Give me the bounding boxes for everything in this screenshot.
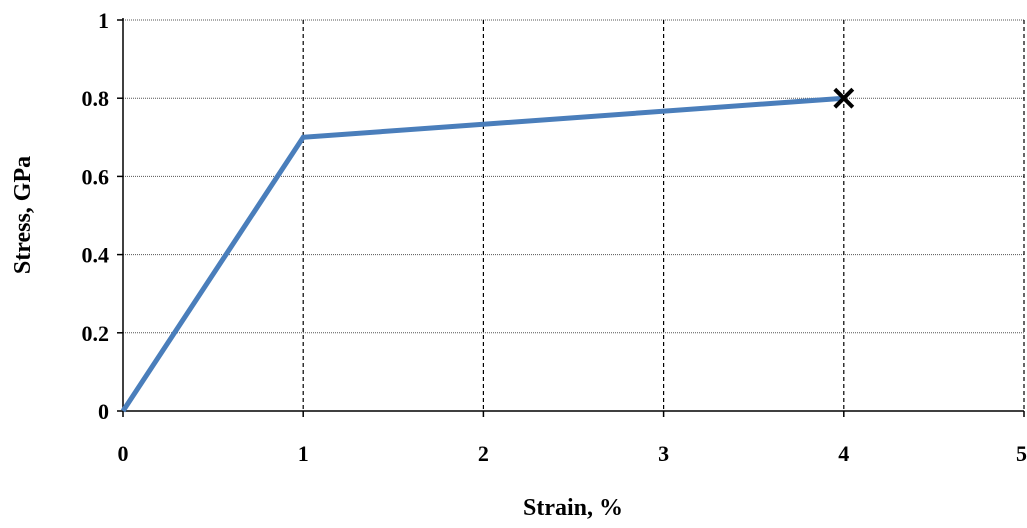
x-tick-label: 3 — [658, 441, 669, 466]
y-tick-label: 0.4 — [82, 243, 110, 268]
series-layer — [120, 95, 844, 413]
y-tick-label: 0.6 — [82, 164, 110, 189]
tick-labels: 0 0.2 0.4 0.6 0.8 1 0 1 2 3 4 5 — [82, 8, 1027, 466]
grid-lines — [123, 19, 1025, 411]
y-tick-label: 1 — [98, 8, 109, 33]
y-tick-label: 0.2 — [82, 321, 110, 346]
y-tick-label: 0 — [98, 399, 109, 424]
x-axis-title: Strain, % — [523, 495, 623, 521]
axes — [117, 18, 1025, 417]
x-tick-label: 2 — [478, 441, 489, 466]
y-axis-title: Stress, GPa — [10, 156, 36, 274]
series-line — [120, 95, 844, 413]
marker-layer — [833, 87, 855, 109]
marker-stroke — [833, 87, 855, 109]
fracture-marker-x — [833, 87, 855, 109]
x-tick-label: 1 — [298, 441, 309, 466]
x-tick-label: 4 — [838, 441, 849, 466]
x-tick-label: 5 — [1016, 441, 1027, 466]
x-tick-label: 0 — [118, 441, 129, 466]
y-tick-label: 0.8 — [82, 86, 110, 111]
